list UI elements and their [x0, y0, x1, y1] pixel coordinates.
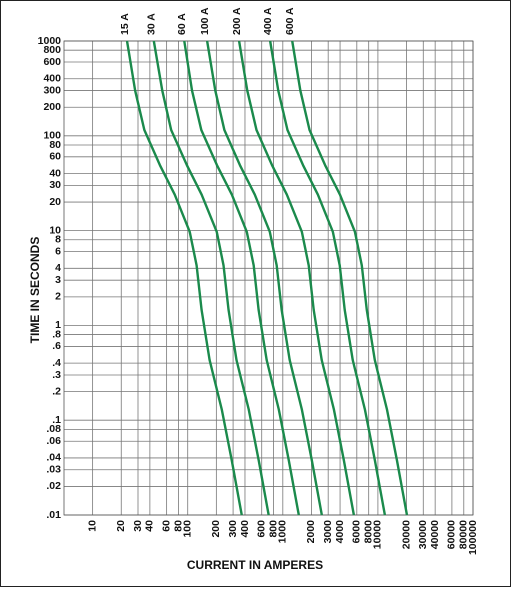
y-tick-label: 20 — [49, 196, 61, 208]
x-tick-label: 40 — [144, 520, 156, 532]
y-tick-label: 4 — [55, 262, 61, 274]
x-axis-label: CURRENT IN AMPERES — [187, 558, 323, 572]
curve — [268, 40, 387, 516]
x-tick-label: 3000 — [322, 520, 334, 544]
x-tick-label: 200 — [210, 520, 222, 538]
y-tick-label: 40 — [49, 167, 61, 179]
x-tick-label: 2000 — [305, 520, 317, 544]
x-tick-label: 300 — [227, 520, 239, 538]
curve — [237, 40, 356, 516]
x-tick-label: 600 — [255, 520, 267, 538]
y-tick-label: .08 — [46, 423, 61, 435]
y-tick-label: .1 — [52, 414, 61, 426]
curve — [183, 40, 300, 516]
x-tick-label: 80000 — [458, 520, 470, 549]
y-tick-label: 3 — [55, 274, 61, 286]
series-label: 600 A — [284, 7, 296, 35]
y-tick-label: 2 — [55, 291, 61, 303]
y-tick-label: 80 — [49, 139, 61, 151]
curve — [152, 40, 270, 516]
x-tick-label: 4000 — [334, 520, 346, 544]
series-label: 100 A — [199, 7, 211, 35]
y-tick-label: 200 — [43, 101, 61, 113]
x-tick-label: 800 — [267, 520, 279, 538]
x-tick-label: 100 — [182, 520, 194, 538]
y-tick-label: .8 — [52, 328, 61, 340]
y-tick-label: 400 — [43, 73, 61, 85]
x-tick-label: 10 — [86, 520, 98, 532]
y-tick-label: 1 — [55, 319, 61, 331]
y-tick-label: .01 — [46, 509, 61, 521]
y-tick-label: 1000 — [38, 35, 62, 47]
series-label: 30 A — [146, 13, 158, 35]
y-tick-label: 8 — [55, 234, 61, 246]
x-tick-label: 400 — [239, 520, 251, 538]
x-tick-label: 1000 — [277, 520, 289, 544]
curve — [205, 40, 324, 516]
x-tick-label: 20000 — [400, 520, 412, 549]
x-tick-label: 60 — [160, 520, 172, 532]
curve — [291, 40, 409, 516]
series-label: 200 A — [231, 7, 243, 35]
x-tick-label: 8000 — [362, 520, 374, 544]
y-tick-label: .02 — [46, 480, 61, 492]
y-tick-label: 60 — [49, 151, 61, 163]
y-tick-label: 100 — [43, 130, 61, 142]
y-tick-label: 300 — [43, 84, 61, 96]
y-tick-label: .06 — [46, 435, 61, 447]
plot-frame — [63, 40, 474, 516]
x-tick-label: 10000 — [372, 520, 384, 549]
y-tick-label: 30 — [49, 179, 61, 191]
x-tick-label: 40000 — [429, 520, 441, 549]
y-tick-label: 6 — [55, 245, 61, 257]
y-tick-label: 600 — [43, 56, 61, 68]
series-label: 400 A — [262, 7, 274, 35]
x-tick-label: 100000 — [467, 520, 479, 555]
x-tick-label: 60000 — [446, 520, 458, 549]
y-tick-label: .2 — [52, 385, 61, 397]
y-tick-label: .4 — [52, 357, 61, 369]
x-tick-label: 80 — [172, 520, 184, 532]
y-tick-label: .03 — [46, 464, 61, 476]
series-label: 15 A — [119, 13, 131, 35]
x-tick-label: 6000 — [351, 520, 363, 544]
y-axis-label: TIME IN SECONDS — [28, 237, 42, 344]
x-tick-label: 30 — [132, 520, 144, 532]
x-tick-label: 30000 — [417, 520, 429, 549]
y-tick-label: 10 — [49, 224, 61, 236]
y-tick-label: 800 — [43, 44, 61, 56]
y-tick-label: .6 — [52, 340, 61, 352]
x-tick-label: 20 — [115, 520, 127, 532]
y-tick-label: .04 — [46, 452, 61, 464]
curve — [125, 40, 243, 516]
y-tick-label: .3 — [52, 369, 61, 381]
series-label: 60 A — [176, 13, 188, 35]
